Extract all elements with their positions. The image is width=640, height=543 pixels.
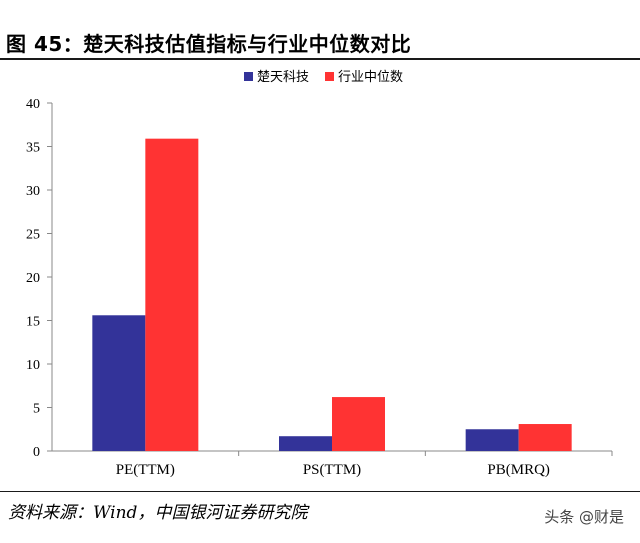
figure-title: 图 45：楚天科技估值指标与行业中位数对比: [6, 32, 412, 56]
title-divider: [0, 58, 640, 60]
x-tick-label: PS(TTM): [303, 462, 361, 478]
bar-company: [279, 436, 332, 451]
x-tick-label: PE(TTM): [116, 462, 175, 478]
legend-label: 楚天科技: [257, 70, 309, 85]
y-tick-label: 5: [33, 402, 40, 417]
legend-swatch: [244, 72, 253, 81]
legend-swatch: [325, 72, 334, 81]
bar-industry-median: [145, 138, 199, 452]
bar-company: [92, 315, 146, 451]
bar-company: [465, 429, 519, 451]
y-tick-label: 40: [26, 97, 40, 112]
y-tick-label: 35: [26, 141, 40, 156]
source-note: 资料来源：Wind，中国银河证券研究院: [8, 503, 308, 523]
y-tick-label: 20: [26, 271, 40, 286]
chart-legend: 楚天科技 行业中位数: [244, 70, 403, 85]
chart-bars: [92, 138, 572, 452]
y-tick-label: 30: [26, 184, 40, 199]
legend-label: 行业中位数: [338, 70, 403, 85]
source-divider: [0, 491, 640, 492]
y-tick-label: 25: [26, 228, 40, 243]
y-tick-label: 0: [33, 445, 40, 460]
y-tick-label: 10: [26, 358, 40, 373]
y-tick-label: 15: [26, 315, 40, 330]
x-tick-label: PB(MRQ): [487, 462, 550, 478]
bar-industry-median: [332, 397, 385, 451]
bar-industry-median: [518, 424, 572, 451]
bar-chart: 楚天科技 行业中位数 0 5 10 15 20 25 30 35 40 PE(TTM) PS(TTM)…: [26, 70, 613, 478]
watermark: 头条 @财是: [544, 508, 624, 526]
